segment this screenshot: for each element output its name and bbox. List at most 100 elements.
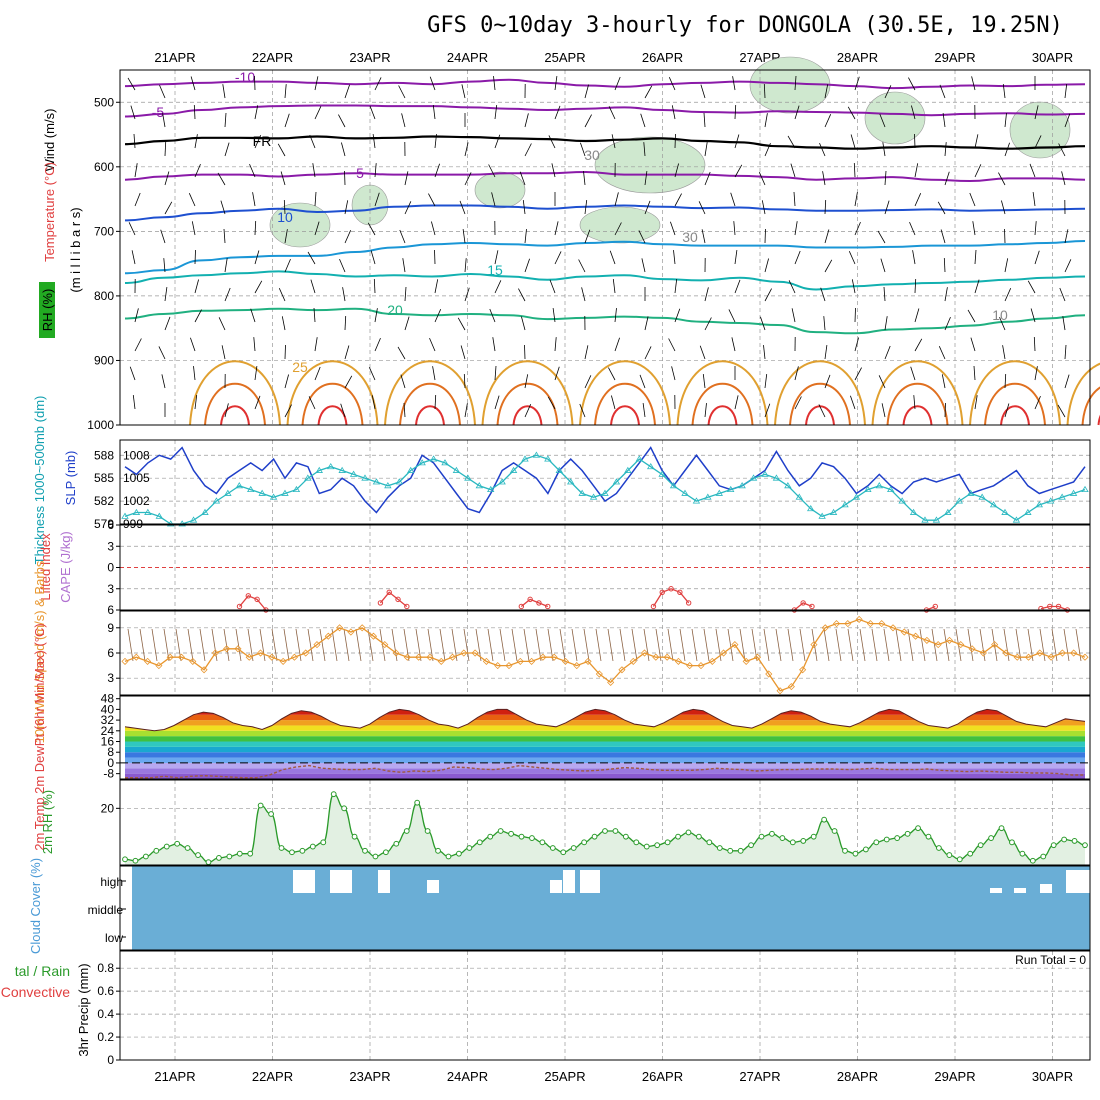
wind-barb — [400, 374, 406, 389]
wind10m-barb — [307, 628, 314, 662]
wind-barb — [344, 84, 350, 99]
wind-barb — [614, 222, 622, 236]
wind-barb — [764, 228, 766, 244]
bottom-date-label: 27APR — [739, 1069, 780, 1084]
rh2m-point — [1040, 853, 1047, 860]
upper-air-frame — [119, 69, 1091, 426]
rh2m-point — [602, 828, 608, 834]
wind10m-marker — [686, 662, 694, 670]
rh2m-point — [174, 840, 181, 847]
wind-barb — [494, 365, 497, 381]
thickness-marker — [864, 485, 872, 493]
thickness-marker — [189, 516, 198, 523]
rh2m-point — [529, 835, 535, 841]
thickness-marker — [818, 512, 826, 519]
thickness-marker — [1035, 501, 1043, 508]
wind-barb — [791, 308, 796, 323]
wind-barb — [944, 316, 951, 331]
thickness-marker — [132, 508, 141, 515]
wind10m-marker — [177, 653, 186, 661]
rh2m-point — [414, 799, 421, 806]
wind-barb — [970, 337, 976, 352]
y-tick-label: 900 — [94, 353, 114, 367]
wind-barb — [547, 396, 556, 410]
wind-barb — [758, 172, 766, 186]
wind-barb — [1032, 192, 1036, 207]
wind-barb — [912, 250, 916, 265]
wind-barb — [131, 250, 136, 265]
wind-barb — [250, 308, 256, 323]
wind-barb — [434, 134, 437, 149]
bottom-date-label: 26APR — [642, 1069, 683, 1084]
wind-barb — [824, 374, 831, 389]
wind10m-marker — [223, 645, 231, 653]
wind-barb — [341, 142, 346, 157]
rh2m-point — [1071, 838, 1078, 844]
rh2m-point — [226, 853, 233, 860]
wind-barb — [614, 337, 620, 352]
wind-barb — [429, 76, 436, 91]
wind10m-marker — [765, 670, 773, 678]
wind-barb — [374, 77, 382, 91]
rh2m-point — [664, 839, 671, 846]
wind-barb — [614, 308, 617, 323]
wind-barb — [374, 337, 381, 352]
wind-barb — [254, 395, 261, 410]
thickness-marker — [669, 482, 678, 489]
slp-thickness-frame — [119, 439, 1091, 525]
wind10m-marker — [979, 649, 987, 657]
bottom-date-label: 22APR — [252, 1069, 293, 1084]
rh2m-point — [967, 850, 974, 857]
wind10m-marker — [268, 653, 276, 661]
wind10m-marker — [957, 641, 965, 649]
wind-barb — [284, 374, 289, 389]
thickness-marker — [692, 497, 701, 504]
wind-barb — [943, 257, 946, 273]
wind-barb — [763, 345, 766, 360]
wind-barb — [404, 201, 412, 215]
wind10m-marker — [189, 657, 197, 665]
thickness-marker — [978, 493, 986, 500]
thickness-marker — [1001, 508, 1009, 515]
wind-barb — [194, 395, 198, 410]
thickness-marker — [441, 459, 449, 466]
wind-barb — [847, 106, 856, 120]
rh2m-point — [132, 857, 139, 864]
wind10m-barb — [487, 628, 494, 662]
wind10m-marker — [166, 653, 174, 661]
wind-barb — [494, 280, 502, 294]
wind-barb — [850, 395, 856, 410]
wind10m-barb — [859, 628, 866, 662]
wind10m-barb — [655, 628, 662, 662]
rh2m-point — [633, 839, 640, 846]
wind-barb — [1002, 84, 1006, 99]
wind-barb — [699, 345, 706, 360]
rh2m-point — [800, 838, 807, 844]
wind-barb — [1034, 250, 1040, 265]
wind10m-marker — [1024, 653, 1033, 661]
cloud-fill — [132, 866, 1090, 950]
wind-barb — [1034, 135, 1042, 149]
thickness-marker — [521, 455, 529, 462]
rh2m-point — [852, 850, 859, 857]
isotherm-35-dome — [886, 382, 949, 426]
wind-barb — [370, 250, 376, 265]
wind-barb — [674, 193, 682, 207]
wind-barb — [548, 135, 556, 149]
wind-barb — [1004, 403, 1010, 418]
cape-label: CAPE (J/kg) — [58, 531, 73, 603]
wind10m-marker — [211, 649, 219, 657]
wind-barb — [854, 337, 859, 352]
wind-barb — [1059, 287, 1066, 302]
wind10m-marker — [561, 657, 570, 665]
wind-barb — [134, 308, 139, 323]
y-tick-label: 0 — [107, 1053, 114, 1067]
thickness-marker — [921, 516, 929, 523]
temp-band — [125, 773, 1085, 779]
thickness-marker — [749, 474, 758, 481]
wind10m-barb — [523, 628, 530, 662]
contour-label: 10 — [992, 307, 1008, 323]
thickness-marker — [315, 466, 323, 473]
wind10m-marker — [832, 620, 841, 628]
rh2m-point — [696, 833, 702, 840]
